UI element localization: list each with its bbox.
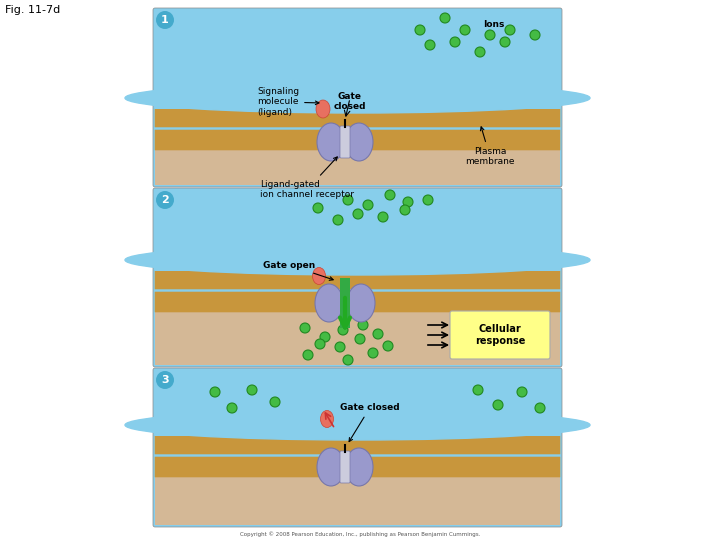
Circle shape <box>358 320 368 330</box>
Text: Copyright © 2008 Pearson Education, Inc., publishing as Pearson Benjamin Cumming: Copyright © 2008 Pearson Education, Inc.… <box>240 531 480 537</box>
Circle shape <box>315 339 325 349</box>
Circle shape <box>415 25 425 35</box>
Circle shape <box>156 191 174 209</box>
FancyBboxPatch shape <box>155 307 560 365</box>
Text: Cellular
response: Cellular response <box>474 324 525 346</box>
Circle shape <box>300 323 310 333</box>
Ellipse shape <box>315 284 343 322</box>
FancyBboxPatch shape <box>155 271 560 289</box>
FancyBboxPatch shape <box>340 126 350 158</box>
Text: Fig. 11-7d: Fig. 11-7d <box>5 5 60 15</box>
FancyBboxPatch shape <box>155 370 560 436</box>
Circle shape <box>210 387 220 397</box>
FancyBboxPatch shape <box>340 451 350 483</box>
Circle shape <box>335 342 345 352</box>
Circle shape <box>320 332 330 342</box>
Ellipse shape <box>312 267 325 285</box>
Ellipse shape <box>316 100 330 118</box>
Text: Gate
closed: Gate closed <box>334 92 366 111</box>
Circle shape <box>156 371 174 389</box>
Text: Signaling
molecule
(ligand): Signaling molecule (ligand) <box>257 87 319 117</box>
Ellipse shape <box>317 123 345 161</box>
Text: 3: 3 <box>161 375 168 385</box>
Circle shape <box>485 30 495 40</box>
Circle shape <box>450 37 460 47</box>
Text: 2: 2 <box>161 195 169 205</box>
FancyBboxPatch shape <box>340 278 350 328</box>
Circle shape <box>505 25 515 35</box>
Text: 1: 1 <box>161 15 169 25</box>
Circle shape <box>530 30 540 40</box>
Circle shape <box>475 47 485 57</box>
Circle shape <box>473 385 483 395</box>
Circle shape <box>270 397 280 407</box>
Ellipse shape <box>347 284 375 322</box>
Circle shape <box>313 203 323 213</box>
Circle shape <box>423 195 433 205</box>
FancyBboxPatch shape <box>153 368 562 527</box>
Circle shape <box>363 200 373 210</box>
Circle shape <box>368 348 378 358</box>
Circle shape <box>500 37 510 47</box>
FancyBboxPatch shape <box>450 311 550 359</box>
Text: Ligand-gated
ion channel receptor: Ligand-gated ion channel receptor <box>260 157 354 199</box>
Circle shape <box>460 25 470 35</box>
FancyBboxPatch shape <box>155 145 560 185</box>
Circle shape <box>385 190 395 200</box>
Ellipse shape <box>125 410 590 440</box>
Circle shape <box>353 209 363 219</box>
Circle shape <box>355 334 365 344</box>
Ellipse shape <box>345 123 373 161</box>
Circle shape <box>440 13 450 23</box>
FancyBboxPatch shape <box>155 130 560 150</box>
Circle shape <box>425 40 435 50</box>
Circle shape <box>303 350 313 360</box>
Circle shape <box>383 341 393 351</box>
FancyBboxPatch shape <box>155 10 560 109</box>
Circle shape <box>400 205 410 215</box>
Ellipse shape <box>320 410 333 428</box>
Circle shape <box>493 400 503 410</box>
Ellipse shape <box>317 448 345 486</box>
Text: Gate closed: Gate closed <box>340 403 400 442</box>
Circle shape <box>333 215 343 225</box>
Text: Gate open: Gate open <box>263 260 333 280</box>
FancyBboxPatch shape <box>155 109 560 127</box>
FancyBboxPatch shape <box>153 8 562 187</box>
Circle shape <box>247 385 257 395</box>
Circle shape <box>343 195 353 205</box>
Circle shape <box>403 197 413 207</box>
FancyBboxPatch shape <box>155 190 560 271</box>
Circle shape <box>535 403 545 413</box>
FancyBboxPatch shape <box>155 436 560 454</box>
Circle shape <box>517 387 527 397</box>
Text: Ions: Ions <box>483 20 505 29</box>
FancyBboxPatch shape <box>155 292 560 312</box>
Circle shape <box>378 212 388 222</box>
Circle shape <box>343 355 353 365</box>
FancyBboxPatch shape <box>153 188 562 367</box>
Ellipse shape <box>345 448 373 486</box>
Ellipse shape <box>125 245 590 275</box>
FancyBboxPatch shape <box>155 472 560 525</box>
Text: Plasma
membrane: Plasma membrane <box>465 127 515 166</box>
Ellipse shape <box>125 83 590 113</box>
Circle shape <box>227 403 237 413</box>
Circle shape <box>373 329 383 339</box>
Circle shape <box>338 325 348 335</box>
FancyBboxPatch shape <box>155 457 560 477</box>
Circle shape <box>156 11 174 29</box>
